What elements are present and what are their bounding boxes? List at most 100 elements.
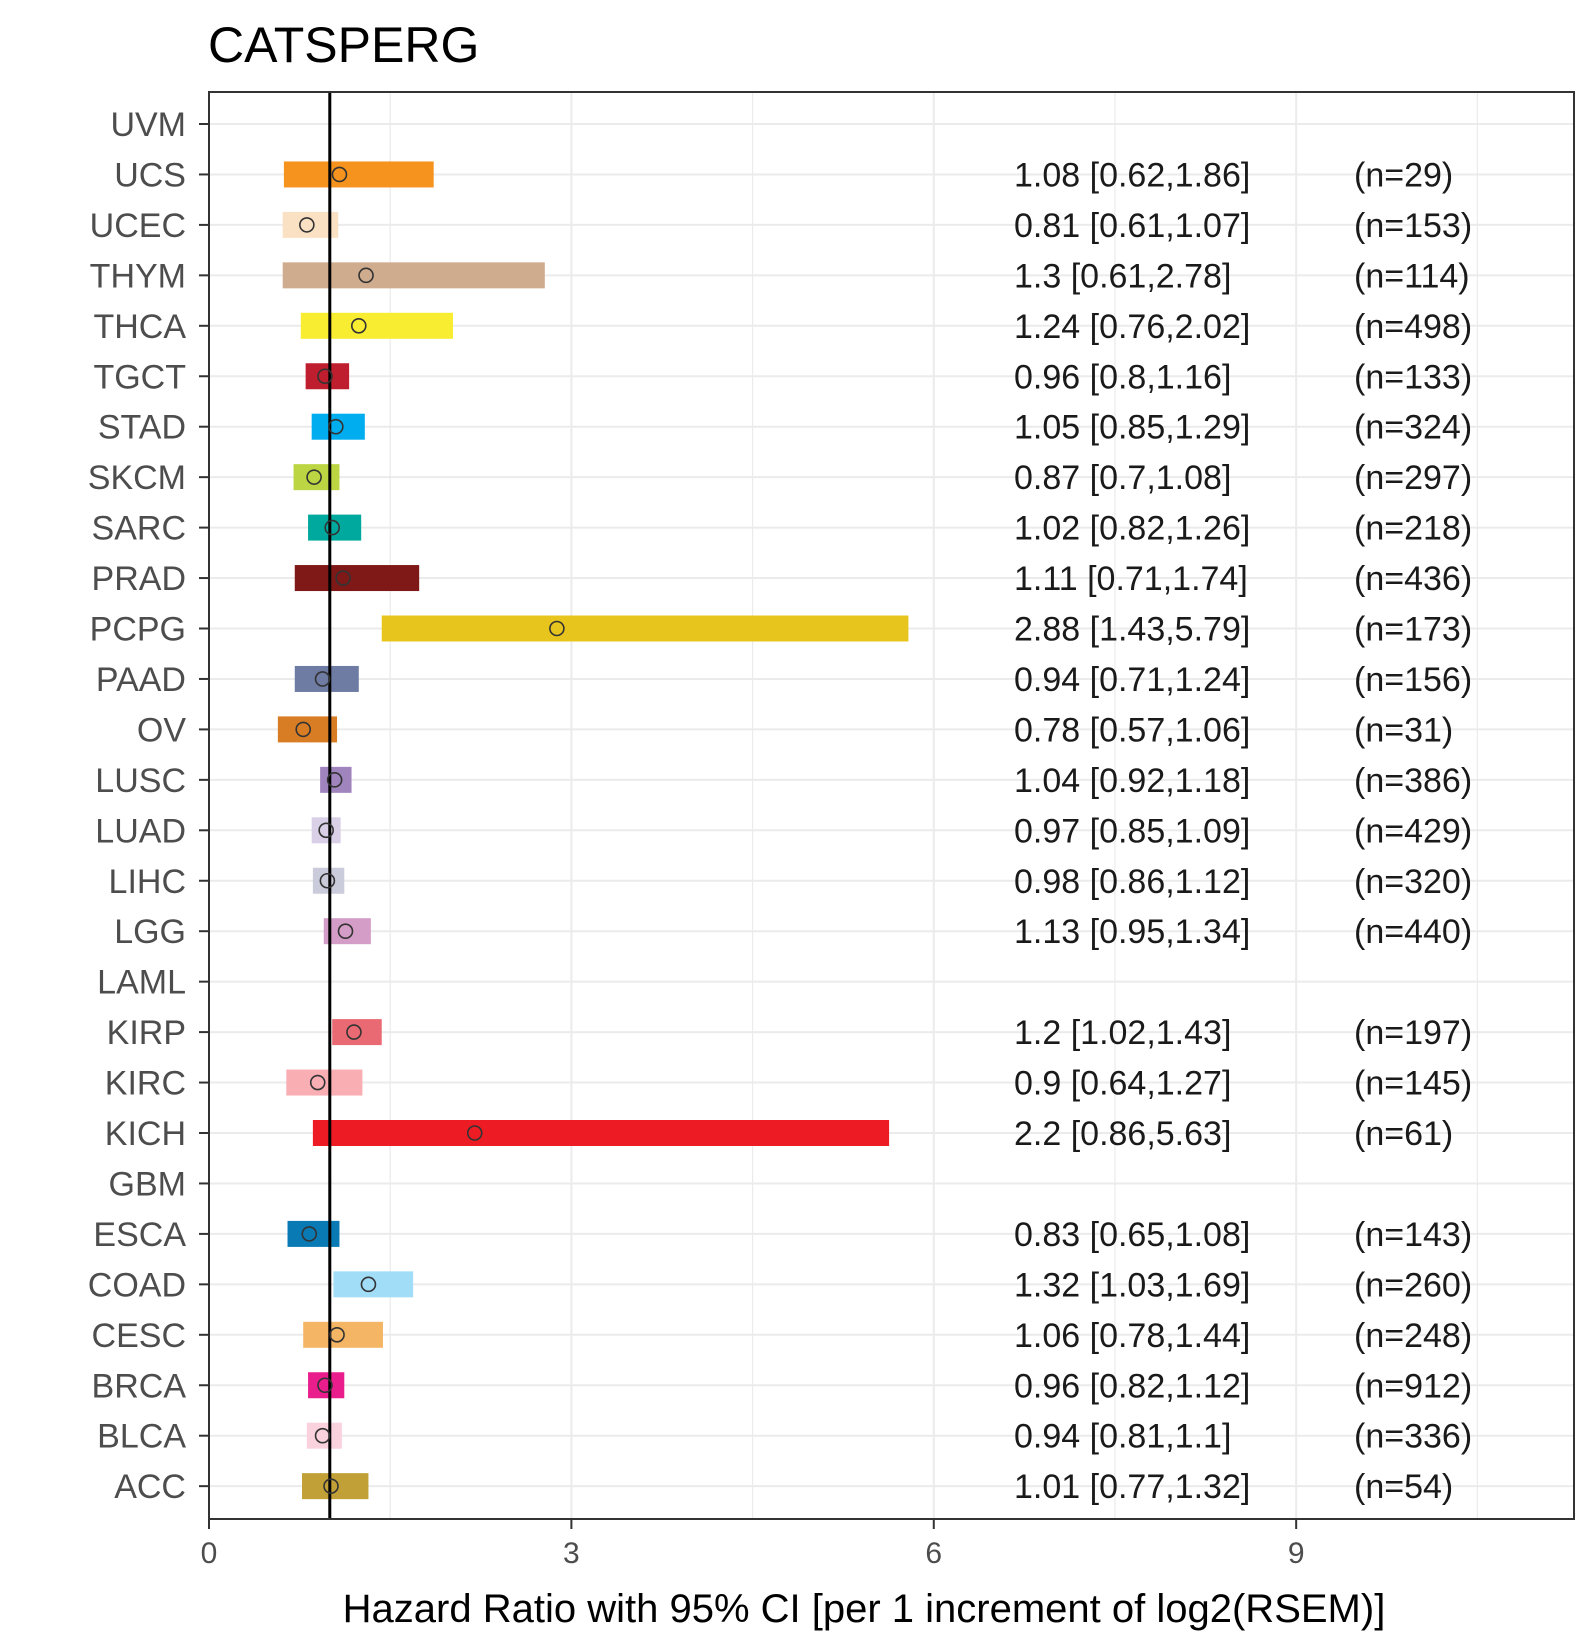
hr-point bbox=[360, 1276, 377, 1293]
hr-ci-text: 0.87 [0.7,1.08] bbox=[1014, 459, 1231, 497]
ci-bar bbox=[306, 1422, 342, 1449]
sample-size-text: (n=248) bbox=[1354, 1317, 1472, 1355]
sample-size-text: (n=498) bbox=[1354, 308, 1472, 346]
plot-panel bbox=[209, 92, 1574, 1519]
ci-bar bbox=[294, 565, 420, 592]
hr-ci-text: 1.05 [0.85,1.29] bbox=[1014, 409, 1250, 447]
y-tick-label: OV bbox=[137, 711, 186, 749]
y-tick-label: THCA bbox=[93, 308, 186, 346]
sample-size-text: (n=29) bbox=[1354, 156, 1453, 194]
sample-size-text: (n=218) bbox=[1354, 510, 1472, 548]
sample-size-text: (n=133) bbox=[1354, 358, 1472, 396]
y-tick-label: UCEC bbox=[90, 207, 186, 245]
sample-size-text: (n=61) bbox=[1354, 1115, 1453, 1153]
sample-size-text: (n=31) bbox=[1354, 711, 1453, 749]
hr-point bbox=[331, 166, 348, 183]
ci-bar bbox=[303, 1321, 383, 1348]
chart-title: CATSPERG bbox=[208, 17, 479, 73]
y-tick-label: BRCA bbox=[92, 1367, 187, 1405]
x-tick-label: 9 bbox=[1288, 1537, 1305, 1570]
sample-size-text: (n=386) bbox=[1354, 762, 1472, 800]
hr-ci-text: 1.06 [0.78,1.44] bbox=[1014, 1317, 1250, 1355]
y-axis: UVM UCS UCEC THYM THCA TGCT STAD SKCM SARC PRAD PC… bbox=[88, 106, 209, 1506]
hr-points bbox=[295, 166, 565, 1494]
y-tick-label: LGG bbox=[114, 913, 186, 951]
sample-size-text: (n=173) bbox=[1354, 611, 1472, 649]
hr-ci-text: 1.04 [0.92,1.18] bbox=[1014, 762, 1250, 800]
sample-size-text: (n=324) bbox=[1354, 409, 1472, 447]
y-tick-label: STAD bbox=[98, 409, 186, 447]
y-tick-label: ESCA bbox=[93, 1216, 186, 1254]
ci-bar bbox=[333, 1271, 414, 1298]
x-tick-label: 3 bbox=[563, 1537, 580, 1570]
ci-bar bbox=[305, 363, 350, 390]
ci-bar bbox=[300, 312, 454, 339]
y-tick-label: GBM bbox=[109, 1165, 186, 1203]
x-tick-label: 6 bbox=[925, 1537, 942, 1570]
sample-size-text: (n=297) bbox=[1354, 459, 1472, 497]
hr-ci-text: 1.13 [0.95,1.34] bbox=[1014, 913, 1250, 951]
hr-ci-text: 2.88 [1.43,5.79] bbox=[1014, 611, 1250, 649]
hr-point bbox=[335, 570, 351, 586]
hr-point bbox=[326, 772, 343, 788]
hr-point bbox=[309, 1074, 326, 1091]
ci-bar bbox=[312, 1120, 890, 1146]
hr-ci-text: 1.01 [0.77,1.32] bbox=[1014, 1468, 1250, 1506]
hr-point bbox=[324, 519, 341, 536]
y-tick-label: ACC bbox=[114, 1468, 186, 1506]
ci-bars bbox=[277, 161, 909, 1500]
ci-bar bbox=[287, 1220, 340, 1247]
ci-bar bbox=[311, 817, 341, 844]
y-tick-label: KIRP bbox=[107, 1014, 186, 1052]
hr-point bbox=[318, 822, 334, 839]
hr-point bbox=[314, 671, 331, 687]
hr-point bbox=[328, 418, 344, 435]
sample-size-text: (n=145) bbox=[1354, 1065, 1472, 1103]
ci-bar bbox=[311, 413, 365, 440]
ci-bar bbox=[323, 918, 371, 945]
ci-bar bbox=[293, 464, 340, 491]
hr-ci-text: 0.94 [0.81,1.1] bbox=[1014, 1418, 1231, 1456]
sample-size-text: (n=336) bbox=[1354, 1418, 1472, 1456]
y-tick-label: CESC bbox=[92, 1317, 186, 1355]
hr-ci-text: 0.98 [0.86,1.12] bbox=[1014, 863, 1250, 901]
hr-ci-text: 0.96 [0.8,1.16] bbox=[1014, 358, 1231, 396]
sample-size-text: (n=156) bbox=[1354, 661, 1472, 699]
panel-border bbox=[208, 91, 1575, 1520]
ci-bar bbox=[277, 716, 338, 743]
hr-point bbox=[301, 1226, 318, 1242]
hr-point bbox=[350, 317, 367, 334]
sample-size-text: (n=440) bbox=[1354, 913, 1472, 951]
hr-point bbox=[323, 1478, 339, 1494]
ci-bar bbox=[332, 1019, 382, 1046]
ci-bar bbox=[308, 514, 362, 541]
hr-ci-text: 1.24 [0.76,2.02] bbox=[1014, 308, 1250, 346]
sample-size-text: (n=436) bbox=[1354, 560, 1472, 598]
y-tick-label: UCS bbox=[114, 156, 186, 194]
hr-ci-text: 1.02 [0.82,1.26] bbox=[1014, 510, 1250, 548]
hr-ci-text: 0.97 [0.85,1.09] bbox=[1014, 812, 1250, 850]
annotations: 1.08 [0.62,1.86] (n=29) 0.81 [0.61,1.07] (n… bbox=[1014, 156, 1472, 1506]
sample-size-text: (n=114) bbox=[1354, 257, 1470, 295]
y-tick-label: PCPG bbox=[90, 611, 186, 649]
x-axis-label: Hazard Ratio with 95% CI [per 1 incremen… bbox=[343, 1587, 1386, 1631]
y-tick-label: PRAD bbox=[92, 560, 186, 598]
y-tick-label: LAML bbox=[97, 964, 186, 1002]
hr-point bbox=[466, 1125, 483, 1141]
hr-point bbox=[306, 469, 322, 485]
hr-ci-text: 0.9 [0.64,1.27] bbox=[1014, 1065, 1231, 1103]
y-tick-label: SKCM bbox=[88, 459, 186, 497]
hr-ci-text: 1.3 [0.61,2.78] bbox=[1014, 257, 1231, 295]
hr-point bbox=[346, 1024, 362, 1040]
sample-size-text: (n=429) bbox=[1354, 812, 1472, 850]
hr-point bbox=[549, 620, 565, 637]
y-tick-label: LUSC bbox=[95, 762, 186, 800]
y-tick-label: PAAD bbox=[96, 661, 186, 699]
hr-ci-text: 0.96 [0.82,1.12] bbox=[1014, 1367, 1250, 1405]
hr-ci-text: 1.08 [0.62,1.86] bbox=[1014, 156, 1250, 194]
ci-bar bbox=[381, 615, 909, 642]
y-tick-label: UVM bbox=[110, 106, 186, 144]
sample-size-text: (n=54) bbox=[1354, 1468, 1453, 1506]
y-tick-label: LIHC bbox=[109, 863, 186, 901]
ci-bar bbox=[283, 161, 434, 188]
